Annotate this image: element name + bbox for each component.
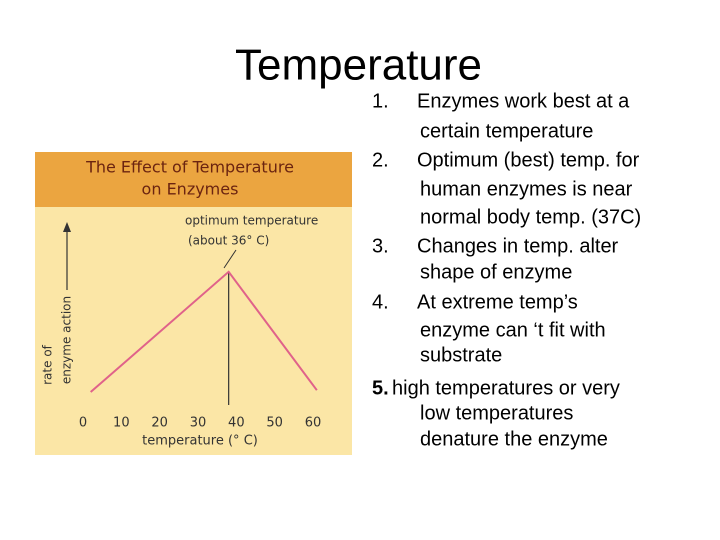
item-text: low temperatures <box>420 402 573 424</box>
item-text: normal body temp. (37C) <box>420 206 641 228</box>
list: 1. Enzymes work best at a certain temperat… <box>372 90 641 450</box>
item-text: Enzymes work best at a <box>417 90 630 112</box>
item-number: 5. <box>372 377 389 399</box>
arrow-head <box>63 222 71 232</box>
item-text: human enzymes is near <box>420 178 633 200</box>
x-axis-label: temperature (° C) <box>142 434 258 449</box>
item-number: 3. <box>372 235 389 257</box>
x-tick-label: 20 <box>151 416 168 431</box>
data-line <box>90 270 318 393</box>
slide-title: Temperature <box>235 41 482 90</box>
figure-header <box>35 152 352 207</box>
item-text: shape of enzyme <box>420 261 572 283</box>
item-text: denature the enzyme <box>420 428 608 450</box>
chart-title: on Enzymes <box>142 180 239 199</box>
y-axis-label: enzyme action <box>60 296 74 384</box>
item-number: 4. <box>372 291 389 313</box>
x-tick-label: 10 <box>113 416 130 431</box>
chart-title: The Effect of Temperature <box>85 158 294 177</box>
figure: The Effect of Temperature on Enzymes optim… <box>35 152 352 455</box>
item-text: certain temperature <box>420 120 593 142</box>
item-number: 2. <box>372 149 389 171</box>
annotation: (about 36° C) <box>188 234 269 248</box>
item-number: 1. <box>372 90 389 112</box>
item-text: high temperatures or very <box>392 377 620 399</box>
item-text: enzyme can ‘t fit with <box>420 319 606 341</box>
x-tick-label: 40 <box>228 416 245 431</box>
item-text: At extreme temp’s <box>417 291 578 313</box>
y-axis-label: rate of <box>41 344 55 385</box>
item-text: substrate <box>420 344 502 366</box>
item-text: Optimum (best) temp. for <box>417 149 640 171</box>
item-text: Changes in temp. alter <box>417 235 619 257</box>
x-tick-label: 60 <box>305 416 322 431</box>
x-tick-label: 0 <box>79 416 87 431</box>
x-tick-label: 30 <box>190 416 207 431</box>
annotation: optimum temperature <box>185 214 318 228</box>
annotation-pointer <box>223 249 237 269</box>
x-tick-label: 50 <box>266 416 283 431</box>
